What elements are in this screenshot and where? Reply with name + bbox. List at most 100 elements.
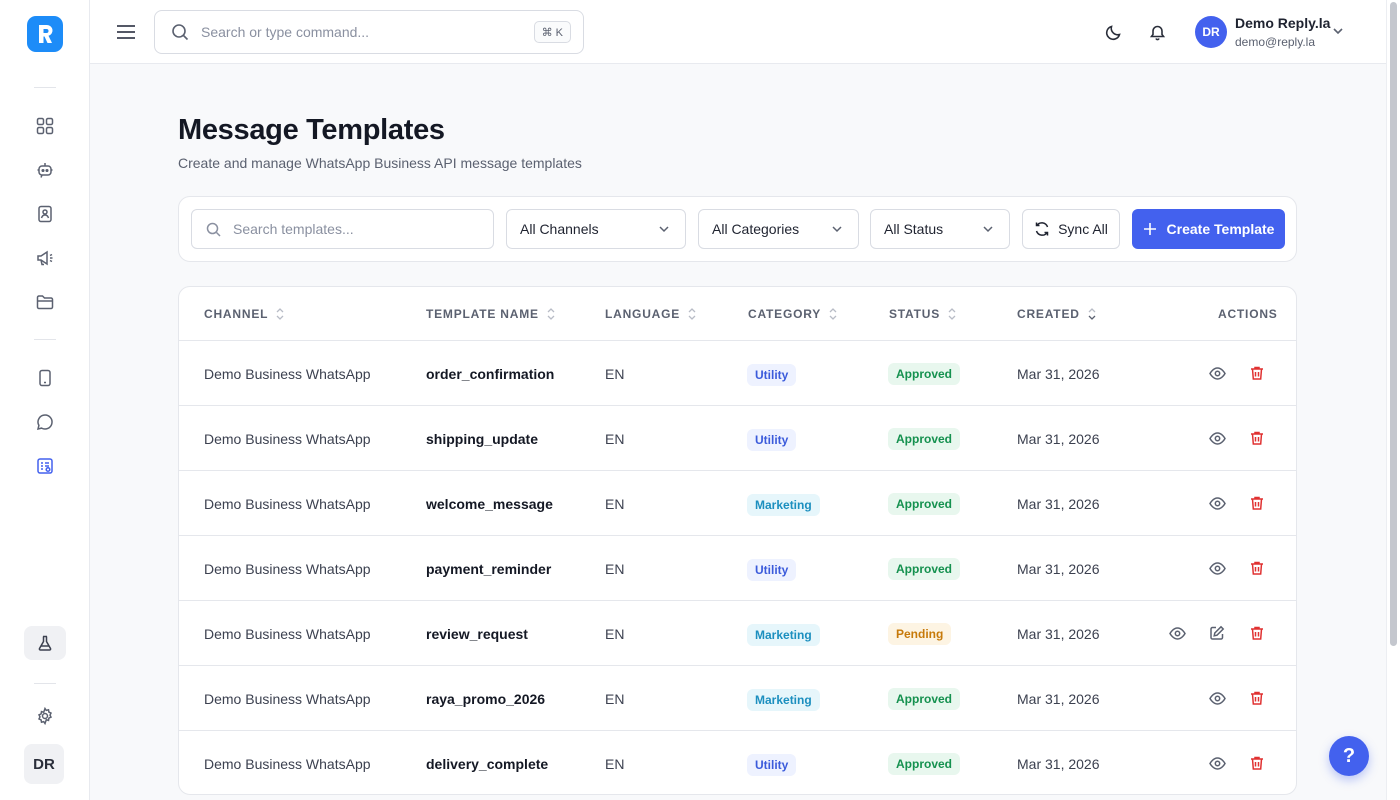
category-cell: Utility	[747, 731, 797, 794]
flask-icon[interactable]	[24, 626, 66, 660]
bell-icon[interactable]	[1145, 20, 1169, 44]
column-header-created[interactable]: CREATED	[1017, 307, 1096, 321]
template-name-cell[interactable]: review_request	[426, 625, 528, 642]
table-row[interactable]: Demo Business WhatsApp raya_promo_2026 EN M…	[179, 666, 1296, 731]
channel-cell: Demo Business WhatsApp	[204, 625, 371, 642]
templates-icon[interactable]	[31, 452, 59, 480]
dashboard-icon[interactable]	[31, 112, 59, 140]
created-date-cell: Mar 31, 2026	[1017, 690, 1100, 707]
sync-all-button[interactable]: Sync All	[1022, 209, 1120, 249]
status-filter-value: All Status	[884, 221, 944, 237]
status-badge: Approved	[888, 687, 961, 710]
sort-icon	[948, 308, 956, 320]
delete-trash-icon[interactable]	[1247, 493, 1267, 513]
delete-trash-icon[interactable]	[1247, 688, 1267, 708]
status-filter-select[interactable]: All Status	[870, 209, 1010, 249]
table-row[interactable]: Demo Business WhatsApp delivery_complete E…	[179, 731, 1296, 794]
command-search-input[interactable]: Search or type command... ⌘ K	[154, 10, 584, 54]
view-eye-icon[interactable]	[1207, 558, 1227, 578]
created-date-cell: Mar 31, 2026	[1017, 430, 1100, 447]
status-cell: Approved	[888, 471, 961, 536]
user-email: demo@reply.la	[1235, 35, 1315, 49]
dark-mode-icon[interactable]	[1101, 20, 1125, 44]
template-name-cell[interactable]: order_confirmation	[426, 365, 555, 382]
column-header-language[interactable]: LANGUAGE	[605, 307, 696, 321]
view-eye-icon[interactable]	[1207, 363, 1227, 383]
delete-trash-icon[interactable]	[1247, 363, 1267, 383]
category-badge: Marketing	[747, 689, 820, 711]
column-header-channel[interactable]: CHANNEL	[204, 307, 284, 321]
view-eye-icon[interactable]	[1167, 623, 1187, 643]
status-cell: Approved	[888, 666, 961, 731]
page-title: Message Templates	[178, 114, 445, 146]
sidebar: DR	[0, 0, 90, 800]
column-header-status[interactable]: STATUS	[889, 307, 956, 321]
channel-filter-value: All Channels	[520, 221, 599, 237]
device-icon[interactable]	[31, 364, 59, 392]
template-search-input[interactable]: Search templates...	[191, 209, 494, 249]
status-badge: Approved	[888, 362, 961, 385]
delete-trash-icon[interactable]	[1247, 558, 1267, 578]
table-row[interactable]: Demo Business WhatsApp order_confirmation…	[179, 341, 1296, 406]
view-eye-icon[interactable]	[1207, 688, 1227, 708]
column-header-label: CHANNEL	[204, 307, 269, 321]
category-badge: Utility	[747, 429, 797, 451]
delete-trash-icon[interactable]	[1247, 753, 1267, 773]
template-name-cell[interactable]: delivery_complete	[426, 755, 549, 772]
delete-trash-icon[interactable]	[1247, 623, 1267, 643]
user-name[interactable]: Demo Reply.la	[1235, 15, 1331, 31]
chevron-down-icon[interactable]	[1331, 24, 1345, 38]
table-row[interactable]: Demo Business WhatsApp shipping_update EN U…	[179, 406, 1296, 471]
filter-toolbar: Search templates... All Channels All Cat…	[178, 196, 1297, 262]
channel-filter-select[interactable]: All Channels	[506, 209, 686, 249]
plus-icon	[1143, 222, 1157, 236]
template-name-cell[interactable]: welcome_message	[426, 495, 553, 512]
scrollbar-thumb[interactable]	[1390, 2, 1397, 646]
created-date-cell: Mar 31, 2026	[1017, 625, 1100, 642]
contacts-icon[interactable]	[31, 200, 59, 228]
language-cell: EN	[605, 625, 625, 642]
create-template-button[interactable]: Create Template	[1132, 209, 1285, 249]
status-badge: Approved	[888, 492, 961, 515]
table-row[interactable]: Demo Business WhatsApp payment_reminder EN…	[179, 536, 1296, 601]
category-badge: Marketing	[747, 624, 820, 646]
status-cell: Pending	[888, 601, 952, 666]
view-eye-icon[interactable]	[1207, 428, 1227, 448]
megaphone-icon[interactable]	[31, 244, 59, 272]
category-cell: Marketing	[747, 471, 820, 536]
view-eye-icon[interactable]	[1207, 493, 1227, 513]
channel-cell: Demo Business WhatsApp	[204, 690, 371, 707]
chat-icon[interactable]	[31, 408, 59, 436]
user-avatar[interactable]: DR	[1195, 16, 1227, 48]
channel-cell: Demo Business WhatsApp	[204, 495, 371, 512]
channel-cell: Demo Business WhatsApp	[204, 560, 371, 577]
created-date-cell: Mar 31, 2026	[1017, 755, 1100, 772]
view-eye-icon[interactable]	[1207, 753, 1227, 773]
templates-table: CHANNEL TEMPLATE NAME LANGUAGE CATEGORY …	[178, 286, 1297, 795]
language-cell: EN	[605, 755, 625, 772]
sort-desc-icon	[1088, 308, 1096, 320]
command-search-placeholder: Search or type command...	[201, 24, 370, 40]
template-name-cell[interactable]: raya_promo_2026	[426, 690, 546, 707]
edit-icon[interactable]	[1207, 623, 1227, 643]
sidebar-avatar[interactable]: DR	[24, 744, 64, 784]
help-button[interactable]: ?	[1329, 736, 1369, 776]
column-header-category[interactable]: CATEGORY	[748, 307, 837, 321]
table-row[interactable]: Demo Business WhatsApp welcome_message EN M…	[179, 471, 1296, 536]
template-name-cell[interactable]: shipping_update	[426, 430, 538, 447]
category-cell: Utility	[747, 536, 797, 601]
channel-cell: Demo Business WhatsApp	[204, 755, 371, 772]
folder-icon[interactable]	[31, 288, 59, 316]
settings-icon[interactable]	[31, 702, 59, 730]
column-header-template-name[interactable]: TEMPLATE NAME	[426, 307, 555, 321]
app-logo[interactable]	[27, 16, 63, 52]
delete-trash-icon[interactable]	[1247, 428, 1267, 448]
column-header-label: LANGUAGE	[605, 307, 681, 321]
category-filter-select[interactable]: All Categories	[698, 209, 859, 249]
hamburger-menu-icon[interactable]	[114, 18, 138, 46]
table-row[interactable]: Demo Business WhatsApp review_request EN Ma…	[179, 601, 1296, 666]
template-name-cell[interactable]: payment_reminder	[426, 560, 552, 577]
status-badge: Approved	[888, 557, 961, 580]
category-badge: Utility	[747, 364, 797, 386]
bot-icon[interactable]	[31, 156, 59, 184]
